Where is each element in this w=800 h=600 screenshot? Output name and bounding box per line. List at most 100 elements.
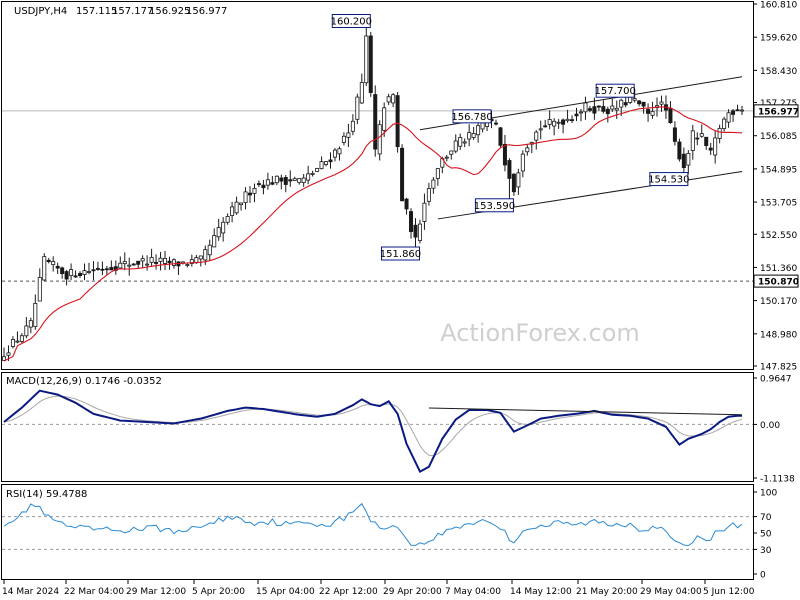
candle-body	[310, 172, 315, 175]
candle-body	[583, 102, 588, 113]
candle	[377, 120, 382, 161]
candle	[574, 107, 579, 121]
candle-body	[55, 265, 60, 269]
candle-body	[668, 107, 673, 124]
candle-body	[386, 96, 391, 103]
close-value: 156.977	[186, 6, 227, 17]
price-tick-label: 160.810	[760, 1, 797, 11]
candle-body	[449, 150, 454, 155]
candle-body	[444, 156, 449, 159]
candle-body	[422, 202, 427, 222]
candle	[337, 146, 342, 161]
candle	[556, 119, 561, 129]
candle-body	[60, 267, 65, 275]
candle	[426, 182, 431, 206]
time-tick-label: 15 Apr 04:00	[256, 587, 315, 597]
rsi-title: RSI(14) 59.4788	[6, 489, 87, 500]
candle-body	[154, 261, 159, 264]
candle	[686, 149, 691, 175]
candle-body	[601, 106, 606, 112]
price-levels: 156.977 150.870	[2, 104, 799, 288]
candle-body	[207, 244, 212, 256]
candle	[449, 150, 454, 160]
candle-body	[641, 101, 646, 107]
candle	[498, 127, 503, 148]
candle-body	[561, 119, 566, 125]
candle	[592, 97, 597, 120]
candle-body	[247, 192, 252, 196]
candle-body	[677, 141, 682, 160]
price-tick-label: 156.085	[760, 132, 797, 142]
candle	[288, 170, 293, 187]
candle-body	[279, 177, 284, 182]
candle	[462, 138, 467, 148]
candle	[502, 134, 507, 172]
candle-body	[507, 160, 512, 179]
candle-body	[570, 119, 575, 122]
candle-body	[435, 168, 440, 179]
candle-body	[462, 141, 467, 144]
candle-body	[91, 269, 96, 272]
candle-body	[574, 113, 579, 117]
candle	[324, 161, 329, 167]
candle-body	[198, 255, 203, 260]
candle	[578, 108, 583, 122]
time-tick-label: 29 Mar 12:00	[126, 587, 186, 597]
macd-panel	[1, 372, 754, 482]
candle-body	[646, 109, 651, 114]
candle-body	[690, 130, 695, 151]
level-tag-box	[753, 274, 799, 288]
candle-body	[623, 102, 628, 106]
candle	[547, 110, 552, 130]
candle-body	[42, 256, 47, 281]
price-tick-label: 150.170	[760, 297, 797, 307]
candle	[19, 333, 24, 344]
candle	[279, 174, 284, 190]
swing-label-text: 153.590	[474, 201, 515, 212]
symbol-label: USDJPY,H4	[14, 6, 67, 17]
candle	[435, 168, 440, 186]
current-price-tag: 156.977	[758, 107, 799, 117]
candle	[444, 154, 449, 162]
candle	[243, 187, 248, 210]
swing-label-text: 160.200	[331, 17, 372, 28]
candle	[73, 270, 78, 278]
candle	[167, 256, 172, 270]
time-tick-label: 5 Jun 12:00	[703, 587, 755, 597]
candle-body	[391, 94, 396, 104]
candle-body	[288, 179, 293, 182]
candle-body	[239, 202, 244, 206]
price-tick-label: 154.895	[760, 165, 797, 175]
candle	[672, 121, 677, 146]
candle-body	[395, 95, 400, 148]
candle-body	[538, 128, 543, 131]
candle	[359, 73, 364, 105]
current-price-tag-box	[753, 104, 799, 118]
candle-body	[735, 109, 740, 112]
candle	[364, 21, 369, 86]
candle-body	[171, 259, 176, 266]
candle	[319, 156, 324, 170]
macd-main-line	[3, 389, 742, 473]
rsi-tick-label: 100	[760, 489, 777, 499]
candle-body	[292, 178, 297, 181]
candle-body	[328, 159, 333, 163]
candle-body	[610, 105, 615, 110]
candle	[395, 91, 400, 153]
candle	[637, 99, 642, 107]
candle-body	[699, 133, 704, 137]
time-tick-label: 22 Mar 04:00	[64, 587, 124, 597]
candle-body	[324, 161, 329, 165]
candle-body	[203, 249, 208, 261]
candle	[561, 118, 566, 134]
candle-body	[632, 98, 637, 101]
candle-body	[104, 268, 109, 271]
candle-body	[498, 127, 503, 146]
candle-body	[404, 198, 409, 210]
candle-body	[713, 137, 718, 156]
candle	[163, 250, 168, 271]
candle	[140, 255, 145, 268]
time-axis: 14 Mar 2024 22 Mar 04:00 29 Mar 12:00 5 Apr…	[2, 580, 755, 597]
candle	[417, 219, 422, 244]
candle-body	[185, 264, 190, 266]
